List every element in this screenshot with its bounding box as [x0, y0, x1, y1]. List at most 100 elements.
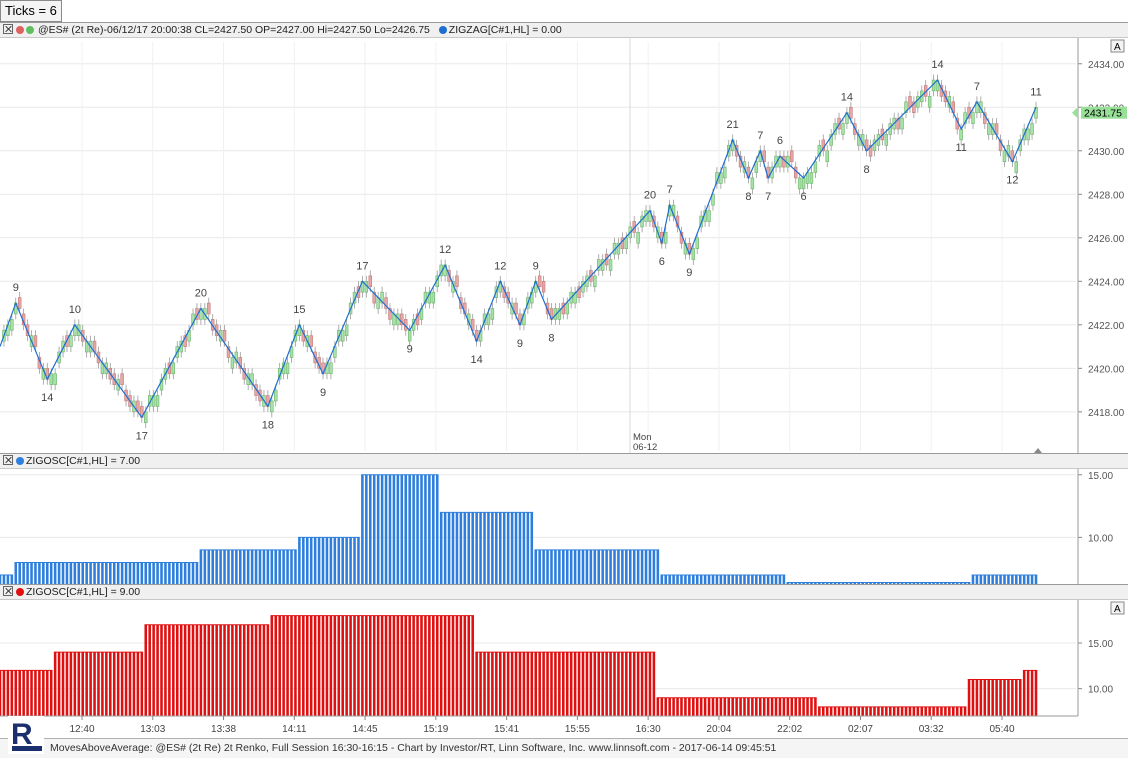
oscillator-bar — [250, 549, 254, 585]
oscillator-bar — [491, 512, 494, 585]
oscillator-bar — [420, 615, 423, 716]
oscillator-bar — [353, 615, 356, 716]
oscillator-bar — [695, 574, 699, 585]
zigzag-pivot-label: 6 — [659, 256, 665, 268]
oscillator-bar — [924, 582, 927, 585]
oscillator-bar — [928, 582, 931, 585]
renko-down-brick — [238, 357, 243, 369]
close-pane-icon[interactable] — [3, 24, 13, 34]
oscillator-bar — [869, 706, 872, 716]
oscillator-bar — [18, 562, 21, 585]
renko-up-brick — [431, 291, 436, 304]
oscillator-bar — [369, 615, 372, 716]
oscillator-bar — [569, 652, 573, 716]
oscillator-bar — [959, 582, 963, 585]
oscillator-bar — [625, 652, 628, 716]
renko-up-brick — [841, 123, 845, 135]
renko-down-brick — [222, 329, 227, 342]
oscillator-bar — [542, 549, 545, 585]
oscillator-bar — [2, 574, 6, 585]
oscillator-bar — [258, 624, 262, 716]
oscillator-bar — [203, 624, 207, 716]
oscillator-bar — [908, 582, 912, 585]
time-tick-label: 02:07 — [848, 724, 873, 735]
time-tick-label: 15:41 — [494, 724, 519, 735]
oscillator-bar — [865, 706, 868, 716]
zigzag-pivot-label: 12 — [439, 244, 451, 256]
zigzag-pivot-label: 7 — [765, 191, 771, 203]
renko-down-brick — [577, 286, 581, 298]
oscillator-bar — [160, 624, 163, 716]
oscillator-bar — [506, 652, 510, 716]
oscillator-bar — [128, 562, 132, 585]
oscillator-bar — [825, 582, 829, 585]
oscillator-bar — [42, 670, 45, 716]
close-pane-icon[interactable] — [3, 455, 13, 465]
oscillator-bar — [305, 537, 309, 585]
price-chart[interactable]: 2418.00 2420.00 2422.00 2424.00 2426.00 2428.… — [0, 38, 1128, 453]
oscillator-bar — [160, 562, 163, 585]
oscillator-bar — [1015, 679, 1018, 716]
oscillator-bar — [668, 697, 671, 716]
oscillator-bar — [680, 574, 683, 585]
renko-down-brick — [896, 117, 900, 130]
oscillator-bar — [179, 624, 183, 716]
oscillator-bar — [908, 706, 912, 716]
price-tick-label: 2424.00 — [1088, 277, 1125, 288]
oscillator-bar — [861, 706, 864, 716]
oscillator-bar — [656, 697, 660, 716]
oscillator-bar — [510, 652, 514, 716]
oscillator-bar — [766, 574, 770, 585]
oscillator-bar — [451, 512, 455, 585]
oscillator-bar — [357, 615, 360, 716]
oscillator-bar — [814, 697, 817, 716]
oscillator-bar — [747, 697, 750, 716]
oscillator-bar — [857, 706, 861, 716]
oscillator-bar — [341, 615, 344, 716]
oscillator-bar — [432, 615, 435, 716]
oscillator-bar — [1030, 670, 1034, 716]
zigzag-pivot-label: 8 — [745, 191, 751, 203]
oscillator-bar — [97, 562, 100, 585]
oscillator-bar — [231, 549, 234, 585]
oscillator-bar — [38, 670, 41, 716]
oscillator-bar — [463, 512, 467, 585]
oscillator-bar — [321, 615, 325, 716]
oscillator-bar — [69, 562, 73, 585]
oscillator-bar — [148, 562, 151, 585]
oscillator-bar — [109, 562, 112, 585]
oscillator-bar — [786, 697, 790, 716]
autoscale-label: A — [1114, 604, 1121, 615]
renko-up-brick — [884, 134, 889, 146]
oscillator-bar — [739, 697, 742, 716]
oscillator-bar — [896, 582, 900, 585]
ticks-setting-badge[interactable]: Ticks = 6 — [0, 0, 62, 22]
oscillator-bar — [758, 697, 762, 716]
oscillator-bar — [333, 615, 337, 716]
oscillator-bar — [991, 574, 994, 585]
renko-up-brick — [340, 329, 345, 342]
close-pane-icon[interactable] — [3, 586, 13, 596]
oscillator-1-chart[interactable]: 10.00 15.00 — [0, 469, 1128, 585]
oscillator-bar — [49, 562, 53, 585]
oscillator-bar — [498, 652, 502, 716]
oscillator-bar — [711, 574, 715, 585]
oscillator-bar — [810, 582, 813, 585]
renko-down-brick — [762, 150, 766, 162]
oscillator-bar — [144, 624, 148, 716]
oscillator-bar — [73, 562, 77, 585]
oscillator-bar — [290, 615, 293, 716]
oscillator-bar — [420, 474, 423, 585]
oscillator-bar — [565, 549, 569, 585]
oscillator-bar — [877, 582, 880, 585]
oscillator-2-chart[interactable]: 10.00 15.00 A 12:40 13:03 13:38 14:11 14:45 15:1… — [0, 600, 1128, 738]
renko-up-brick — [482, 313, 487, 326]
renko-up-brick — [593, 275, 597, 288]
oscillator-bar — [518, 652, 522, 716]
oscillator-bar — [558, 549, 561, 585]
footer-text: MovesAboveAverage: @ES# (2t Re) 2t Renko… — [50, 742, 777, 754]
oscillator-bar — [822, 706, 825, 716]
oscillator-bar — [885, 582, 888, 585]
oscillator-bar — [65, 562, 69, 585]
oscillator-bar — [286, 549, 289, 585]
